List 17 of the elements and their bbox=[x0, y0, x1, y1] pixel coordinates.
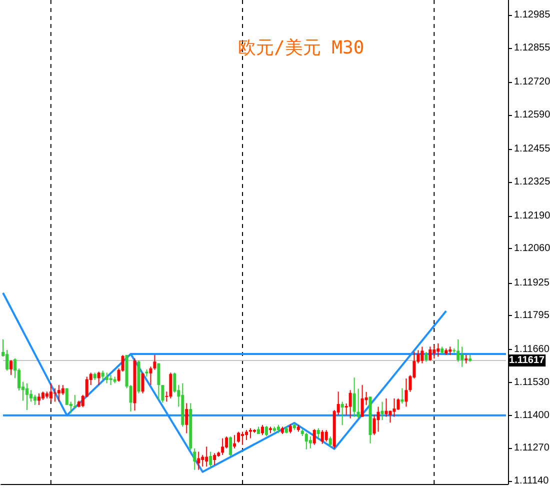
y-tick-label: 1.12985 bbox=[514, 10, 550, 21]
y-tick-label: 1.12455 bbox=[514, 143, 550, 154]
y-tick-label: 1.11400 bbox=[514, 410, 550, 421]
y-tick-label: 1.11140 bbox=[514, 475, 550, 486]
y-tick-label: 1.12190 bbox=[514, 210, 550, 222]
y-tick-label: 1.11660 bbox=[514, 344, 550, 356]
y-tick-label: 1.11530 bbox=[514, 377, 550, 388]
y-tick-label: 1.12060 bbox=[514, 243, 550, 254]
y-tick-label: 1.12855 bbox=[514, 42, 550, 54]
y-tick-label: 1.11925 bbox=[514, 277, 550, 288]
y-tick-label: 1.11795 bbox=[514, 310, 550, 322]
ref-line-label: 1.11617 bbox=[509, 355, 546, 366]
y-tick-label: 1.12720 bbox=[514, 76, 550, 88]
y-tick-label: 1.12325 bbox=[514, 176, 550, 188]
y-tick-label: 1.11270 bbox=[514, 442, 550, 454]
text: 欧元/美元 M30 bbox=[238, 38, 364, 58]
y-tick-label: 1.12590 bbox=[514, 109, 550, 120]
